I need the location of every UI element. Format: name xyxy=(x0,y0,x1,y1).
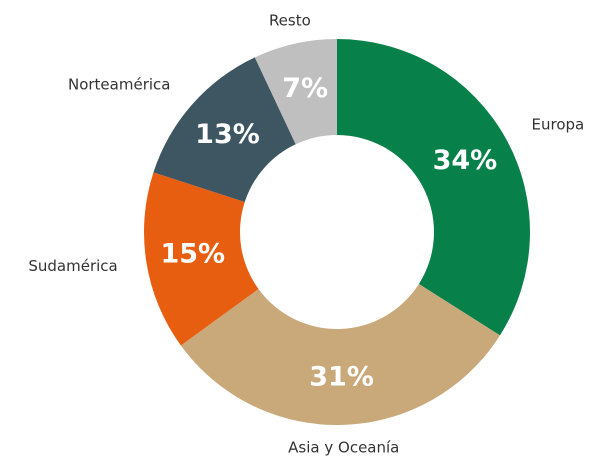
value-label: 13% xyxy=(195,119,260,150)
donut-slice xyxy=(144,172,259,346)
donut-slice xyxy=(337,39,530,336)
category-label: Asia y Oceanía xyxy=(288,438,399,456)
donut-slice xyxy=(254,39,337,145)
category-label: Resto xyxy=(269,12,311,30)
donut-slice xyxy=(153,57,296,203)
category-label: Sudamérica xyxy=(28,257,117,275)
value-label: 7% xyxy=(282,73,328,104)
value-label: 34% xyxy=(433,145,498,176)
value-label: 15% xyxy=(160,238,225,269)
value-label: 31% xyxy=(309,361,374,392)
category-label: Norteamérica xyxy=(68,76,170,94)
donut-slice xyxy=(180,283,500,426)
category-label: Europa xyxy=(532,116,585,134)
